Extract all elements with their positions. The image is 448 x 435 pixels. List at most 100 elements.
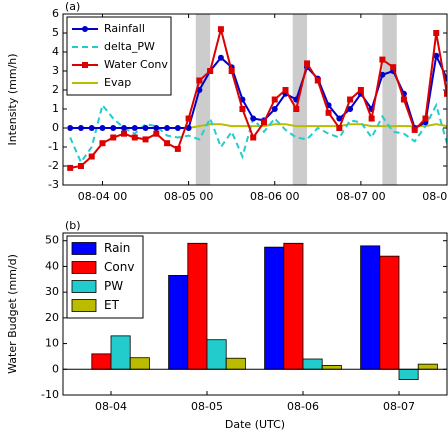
marker <box>185 125 192 131</box>
marker <box>99 140 106 147</box>
marker <box>142 125 149 131</box>
legend-swatch <box>71 280 97 293</box>
y-tick-label: 2 <box>52 83 59 96</box>
y-tick-label: 20 <box>45 311 59 324</box>
marker <box>77 163 84 169</box>
marker <box>88 153 95 160</box>
legend-swatch <box>71 242 97 255</box>
marker <box>368 115 375 122</box>
y-tick-label: -2 <box>48 159 59 172</box>
marker <box>88 125 95 131</box>
marker <box>174 125 181 131</box>
bar <box>187 242 208 370</box>
bar <box>283 242 304 370</box>
y-tick-label: 30 <box>45 285 59 298</box>
marker <box>433 52 440 59</box>
marker <box>444 90 447 97</box>
x-tick-label: 08-07 00 <box>336 190 385 203</box>
plot-frame <box>62 13 448 186</box>
x-tick-label: 08-06 <box>287 400 319 413</box>
bar <box>302 358 323 370</box>
marker <box>325 109 332 116</box>
bar <box>91 353 112 370</box>
bar <box>129 357 150 370</box>
marker <box>271 106 278 112</box>
y-tick-label: -10 <box>41 388 59 401</box>
marker <box>411 126 418 133</box>
x-tick-label: 08-06 00 <box>250 190 299 203</box>
marker <box>379 56 386 63</box>
y-tick-label: -3 <box>48 178 59 191</box>
marker <box>131 125 138 131</box>
marker <box>153 130 160 137</box>
y-axis-label: Intensity (mm/h) <box>6 53 19 145</box>
marker <box>217 54 224 61</box>
marker <box>282 87 289 93</box>
bar <box>206 339 227 370</box>
panel-title: (b) <box>65 219 81 232</box>
y-tick-label: 3 <box>52 64 59 77</box>
x-tick-label: 08-04 <box>95 400 127 413</box>
marker <box>260 119 267 126</box>
marker <box>304 60 311 67</box>
marker <box>347 106 354 112</box>
marker <box>400 96 407 103</box>
marker <box>131 134 138 141</box>
bar <box>321 365 342 370</box>
y-tick-label: 1 <box>52 102 59 115</box>
marker <box>142 136 149 143</box>
marker <box>82 62 88 68</box>
marker <box>293 106 300 112</box>
panel-title: (a) <box>65 0 80 13</box>
y-tick-label: 5 <box>52 26 59 39</box>
marker <box>228 68 235 74</box>
series <box>69 102 447 165</box>
y-tick-label: 0 <box>52 121 59 134</box>
bar <box>110 335 131 370</box>
marker <box>67 164 74 171</box>
marker <box>250 115 257 122</box>
y-axis-label: Water Budget (mm/d) <box>6 254 19 374</box>
x-tick-label: 08-04 00 <box>78 190 127 203</box>
legend-label: delta_PW <box>104 40 155 53</box>
marker <box>196 77 203 84</box>
legend-label: Evap <box>104 76 131 89</box>
x-axis-label: Date (UTC) <box>225 418 285 431</box>
y-tick-label: 4 <box>52 45 59 58</box>
marker <box>82 26 88 32</box>
legend-label: Rainfall <box>104 22 145 35</box>
legend-label: PW <box>104 279 123 293</box>
marker <box>422 115 429 122</box>
legend-label: ET <box>104 298 120 312</box>
y-tick-label: -1 <box>48 140 59 153</box>
bar <box>360 245 381 370</box>
legend-swatch <box>71 299 97 312</box>
bar <box>264 246 285 370</box>
marker <box>336 115 343 122</box>
plot-frame <box>62 232 448 396</box>
bar <box>168 275 189 370</box>
marker <box>99 125 106 131</box>
legend-swatch <box>71 261 97 274</box>
y-tick-label: 0 <box>52 362 59 375</box>
marker <box>250 134 257 141</box>
marker <box>67 125 74 131</box>
series-line <box>69 102 447 165</box>
legend-label: Rain <box>104 241 130 255</box>
marker <box>207 68 214 74</box>
shaded-span <box>195 14 211 185</box>
series <box>67 26 447 171</box>
marker <box>164 125 171 131</box>
x-tick-label: 08-05 00 <box>164 190 213 203</box>
y-tick-label: 50 <box>45 234 59 247</box>
marker <box>121 130 128 137</box>
marker <box>347 96 354 103</box>
marker <box>185 115 192 122</box>
y-tick-label: 10 <box>45 337 59 350</box>
legend: Rainfall delta_PW Water Conv Evap <box>66 16 172 96</box>
marker <box>239 106 246 112</box>
marker <box>433 30 440 36</box>
x-tick-label: 08-08 00 <box>422 190 448 203</box>
marker <box>271 96 278 103</box>
x-tick-label: 08-07 <box>383 400 415 413</box>
